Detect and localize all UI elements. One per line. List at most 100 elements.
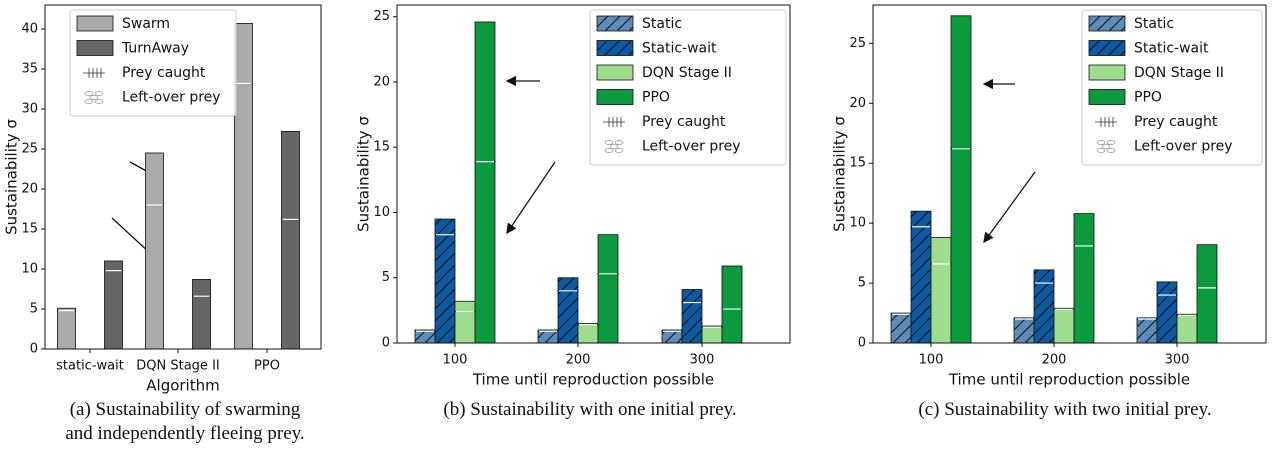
bar-left-over <box>1073 213 1095 247</box>
legend-label: Prey caught <box>1134 114 1218 130</box>
y-tick-label: 25 <box>373 9 390 24</box>
arrow <box>506 161 556 235</box>
bar-prey-caught <box>1176 315 1198 344</box>
bar-prey-caught <box>1053 309 1075 344</box>
legend-icon <box>1095 117 1117 127</box>
legend-icon <box>614 148 624 153</box>
bar-prey-caught <box>950 148 972 344</box>
bar-prey-caught <box>597 273 619 344</box>
legend-icon <box>1096 140 1106 145</box>
bar-hatch <box>1034 283 1054 343</box>
plot-frame <box>44 4 322 350</box>
legend-swatch <box>76 15 114 32</box>
legend-box <box>69 9 237 117</box>
bar-prey-caught <box>192 295 211 350</box>
y-tick-label: 20 <box>21 182 38 197</box>
legend-icon <box>94 99 104 104</box>
bar-hatch <box>911 211 931 227</box>
bar-prey-caught <box>281 218 300 350</box>
y-axis-label: Sustainability σ <box>355 116 373 232</box>
y-tick-label: 10 <box>373 205 390 220</box>
bar-prey-caught <box>930 263 952 344</box>
legend-icon <box>603 117 625 127</box>
legend-label: Static-wait <box>642 41 717 57</box>
x-axis-label: Time until reproduction possible <box>472 371 714 389</box>
bar-hatch <box>558 277 578 291</box>
y-tick-label: 15 <box>21 222 38 237</box>
bar-hatch <box>662 329 682 332</box>
x-tick-label: 300 <box>1165 353 1190 368</box>
bar-prey-caught <box>145 204 164 350</box>
bar-left-over <box>1196 244 1218 289</box>
bar-left-over <box>454 300 476 313</box>
legend-hatch <box>597 16 633 31</box>
x-tick-label: static-wait <box>56 359 124 374</box>
bar-hatch <box>435 219 455 235</box>
legend-icon <box>83 68 105 78</box>
bar-hatch <box>538 329 558 332</box>
caption: (c) Sustainability with two initial prey… <box>918 399 1212 420</box>
legend-label: Left-over prey <box>1134 139 1233 155</box>
legend-label: Left-over prey <box>642 139 741 155</box>
y-tick-label: 25 <box>849 36 866 51</box>
bar-left-over <box>930 237 952 265</box>
legend-label: Static-wait <box>1134 41 1209 57</box>
x-tick-label: 200 <box>566 353 591 368</box>
legend-label: Static <box>1134 16 1174 32</box>
bar-prey-caught <box>454 311 476 344</box>
legend-icon <box>94 91 104 96</box>
legend: Static Static-wait DQN Stage II PPO Prey cau… <box>1081 9 1263 166</box>
legend-hatch <box>1089 16 1125 31</box>
legend-hatch <box>1089 40 1125 56</box>
bar-hatch <box>682 302 702 343</box>
plot-frame <box>872 4 1267 344</box>
bar-hatch <box>911 226 931 343</box>
legend-swatch <box>76 40 114 56</box>
legend-icon <box>1106 140 1116 145</box>
bar-hatch <box>415 329 435 332</box>
legend-swatch <box>596 89 634 105</box>
bar-left-over <box>281 130 300 220</box>
x-tick-label: 100 <box>443 353 468 368</box>
bar-hatch <box>1034 269 1054 284</box>
y-tick-label: 0 <box>30 342 38 357</box>
y-axis-label: Sustainability σ <box>831 116 849 232</box>
x-axis-label: Algorithm <box>146 377 219 395</box>
x-tick-label: 300 <box>690 353 715 368</box>
legend-icon <box>84 91 94 96</box>
bar-left-over <box>950 15 972 150</box>
bar-left-over <box>104 260 123 272</box>
legend-icon <box>89 95 99 100</box>
legend-label: PPO <box>642 90 670 106</box>
y-tick-label: 0 <box>382 336 390 351</box>
y-tick-label: 25 <box>21 142 38 157</box>
y-tick-label: 35 <box>21 62 38 77</box>
bar-prey-caught <box>57 310 76 350</box>
x-tick-label: PPO <box>254 359 280 374</box>
legend-label: DQN Stage II <box>642 65 732 81</box>
legend: Static Static-wait DQN Stage II PPO Prey cau… <box>589 9 787 166</box>
legend-swatch <box>1088 89 1126 105</box>
bar-left-over <box>721 265 743 310</box>
y-tick-label: 40 <box>21 22 38 37</box>
legend-icon <box>1106 148 1116 153</box>
bar-hatch <box>558 290 578 343</box>
bar-hatch <box>1157 295 1177 343</box>
plot-frame <box>396 4 791 344</box>
bar-prey-caught <box>104 270 123 350</box>
legend-label: Swarm <box>122 16 170 32</box>
legend-icon <box>609 144 619 149</box>
bar-prey-caught <box>577 324 599 344</box>
legend-icon <box>1096 148 1106 153</box>
legend-box <box>1081 9 1263 166</box>
y-tick-label: 15 <box>373 140 390 155</box>
legend-label: Prey caught <box>642 114 726 130</box>
y-tick-label: 0 <box>858 336 866 351</box>
legend-label: TurnAway <box>121 41 189 57</box>
y-tick-label: 15 <box>849 156 866 171</box>
y-tick-label: 10 <box>849 216 866 231</box>
bar-hatch <box>682 289 702 303</box>
legend-icon <box>604 148 614 153</box>
bar-left-over <box>145 152 164 206</box>
